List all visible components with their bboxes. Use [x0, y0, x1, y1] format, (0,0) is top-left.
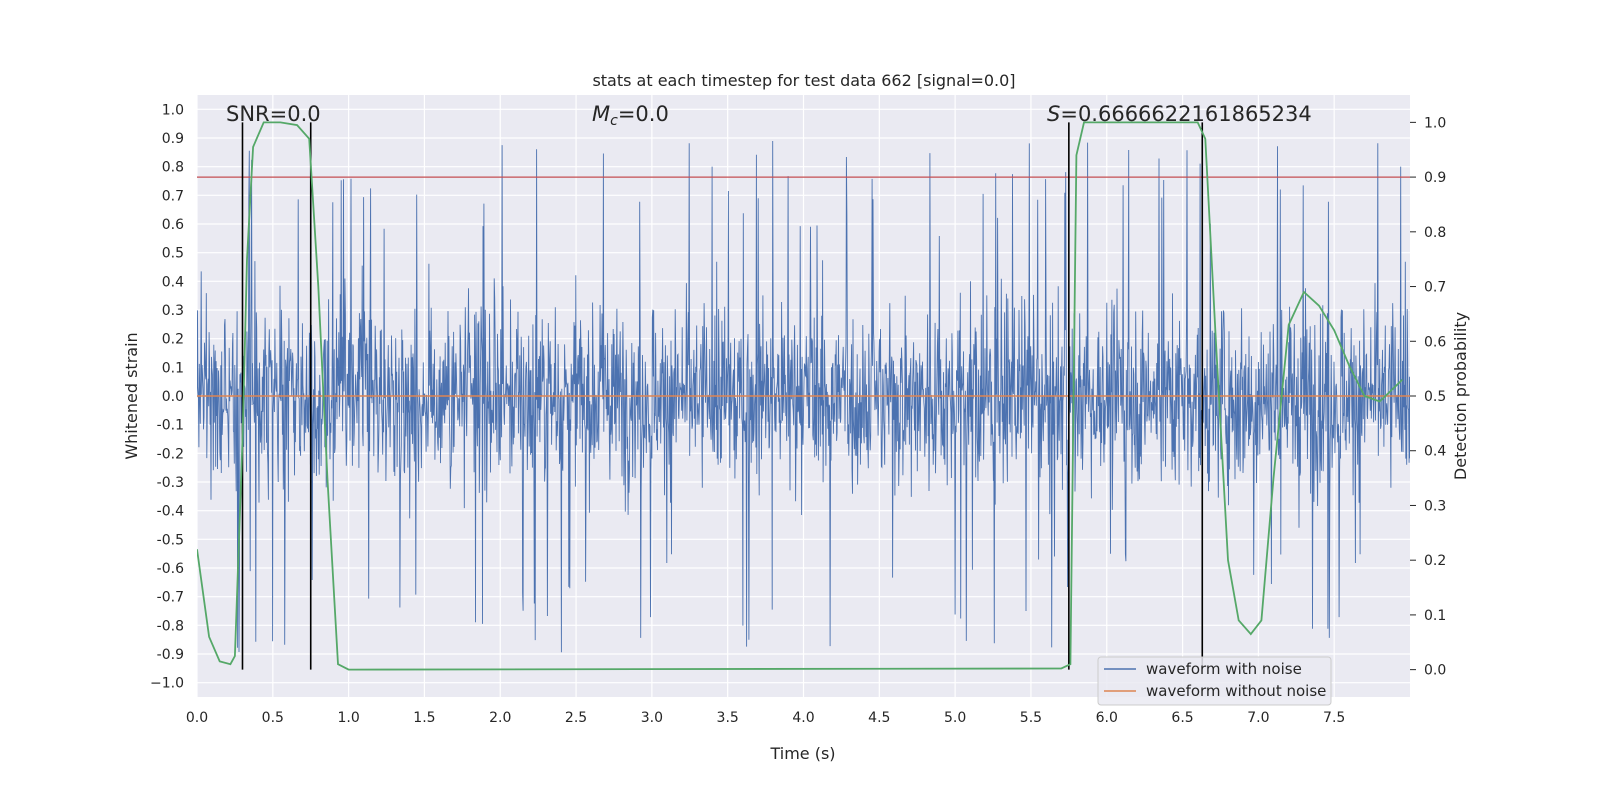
s-annotation: S=0.6666622161865234 — [1047, 102, 1312, 126]
x-tick-label: 5.5 — [1020, 710, 1042, 726]
x-tick-label: 0.0 — [186, 710, 208, 726]
y-left-tick-label: -0.8 — [157, 618, 184, 634]
x-tick-label: 6.5 — [1171, 710, 1193, 726]
y-left-tick-label: -0.1 — [157, 418, 184, 434]
y-right-tick-label: 0.6 — [1424, 334, 1446, 350]
chart-title: stats at each timestep for test data 662… — [592, 71, 1015, 90]
y-right-tick-label: 0.0 — [1424, 663, 1446, 679]
y-left-tick-label: 0.2 — [162, 332, 184, 348]
series-detection-probability — [197, 121, 1404, 671]
y-right-tick-label: 0.5 — [1424, 389, 1446, 405]
y-right-tick-label: 1.0 — [1424, 115, 1446, 131]
x-tick-label: 4.5 — [868, 710, 890, 726]
vertical-markers — [241, 122, 1204, 670]
snr-annotation: SNR=0.0 — [226, 102, 321, 126]
y-right-tick-label: 0.4 — [1424, 444, 1446, 460]
y-right-tick-label: 0.7 — [1424, 280, 1446, 296]
legend: waveform with noise waveform without noi… — [1097, 656, 1332, 706]
y-left-tick-label: -0.2 — [157, 446, 184, 462]
x-tick-label: 4.0 — [792, 710, 814, 726]
y-left-tick-label: -0.9 — [157, 647, 184, 663]
mc-annotation: Mc=0.0 — [592, 102, 669, 129]
legend-box — [1097, 656, 1332, 706]
y-right-tick-label: 0.2 — [1424, 553, 1446, 569]
x-tick-label: 6.0 — [1096, 710, 1118, 726]
x-tick-label: 3.5 — [717, 710, 739, 726]
s-value: =0.6666622161865234 — [1060, 102, 1311, 126]
y-right-axis-ticks: 1.0 0.9 0.8 0.7 0.6 0.5 0.4 0.3 0.2 0.1 0.0 — [1410, 115, 1446, 679]
y-left-tick-label: -0.7 — [157, 590, 184, 606]
x-tick-label: 2.0 — [489, 710, 511, 726]
x-tick-label: 5.0 — [944, 710, 966, 726]
y-left-tick-label: 0.9 — [162, 131, 184, 147]
legend-label-clean: waveform without noise — [1146, 682, 1326, 700]
mc-subscript: c — [610, 113, 618, 129]
mc-value: =0.0 — [618, 102, 669, 126]
y-left-tick-label: 0.4 — [162, 274, 184, 290]
y-right-tick-label: 0.3 — [1424, 498, 1446, 514]
y-left-tick-label: 0.0 — [162, 389, 184, 405]
x-tick-label: 0.5 — [262, 710, 284, 726]
y-left-axis-ticks: 1.0 0.9 0.8 0.7 0.6 0.5 0.4 0.3 0.2 0.1 0.0 -0.1 -0.… — [150, 102, 184, 691]
y-left-tick-label: 0.7 — [162, 188, 184, 204]
y-left-tick-label: 0.3 — [162, 303, 184, 319]
y-left-tick-label: 1.0 — [162, 102, 184, 118]
y-left-tick-label: 0.1 — [162, 360, 184, 376]
x-tick-label: 1.0 — [337, 710, 359, 726]
x-tick-label: 1.5 — [413, 710, 435, 726]
y-right-axis-label: Detection probability — [1451, 312, 1470, 480]
y-left-axis-label: Whitened strain — [122, 332, 141, 459]
x-axis-label: Time (s) — [769, 744, 835, 763]
y-right-tick-label: 0.8 — [1424, 225, 1446, 241]
legend-label-noise: waveform with noise — [1146, 660, 1302, 678]
mc-symbol: M — [592, 102, 610, 126]
y-left-tick-label: -0.5 — [157, 532, 184, 548]
y-left-tick-label: 0.6 — [162, 217, 184, 233]
y-left-tick-label: -0.4 — [157, 504, 184, 520]
x-tick-label: 7.0 — [1247, 710, 1269, 726]
s-symbol: S — [1047, 102, 1060, 126]
y-left-tick-label: -0.3 — [157, 475, 184, 491]
x-tick-label: 2.5 — [565, 710, 587, 726]
y-right-tick-label: 0.9 — [1424, 170, 1446, 186]
x-tick-label: 7.5 — [1323, 710, 1345, 726]
series-waveform-with-noise — [197, 140, 1410, 653]
x-axis-ticks: 0.0 0.5 1.0 1.5 2.0 2.5 3.0 3.5 4.0 4.5 5.0 5.5 6.0 6… — [186, 710, 1345, 726]
x-tick-label: 3.0 — [641, 710, 663, 726]
y-left-tick-label: -0.6 — [157, 561, 184, 577]
y-left-tick-label: −1.0 — [150, 676, 184, 692]
y-left-tick-label: 0.5 — [162, 246, 184, 262]
y-left-tick-label: 0.8 — [162, 160, 184, 176]
y-right-tick-label: 0.1 — [1424, 608, 1446, 624]
